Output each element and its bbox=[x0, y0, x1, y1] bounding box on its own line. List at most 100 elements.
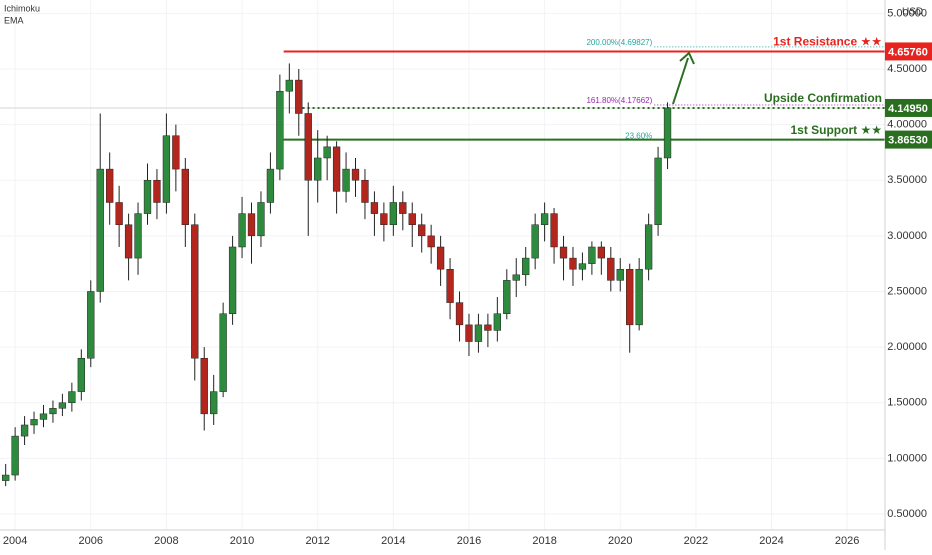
candle-body bbox=[210, 391, 218, 415]
candle bbox=[39, 404, 48, 428]
candle-body bbox=[39, 413, 48, 420]
candle bbox=[257, 191, 265, 247]
level-label: Upside Confirmation bbox=[764, 91, 882, 105]
y-tick-label: 3.50000 bbox=[887, 174, 927, 186]
candle-body bbox=[200, 357, 208, 415]
candle bbox=[644, 213, 653, 281]
candle-body bbox=[569, 257, 577, 270]
candle-body bbox=[465, 324, 473, 342]
candle bbox=[531, 213, 539, 270]
candle bbox=[295, 68, 303, 136]
candle bbox=[559, 235, 568, 281]
candle-body bbox=[257, 202, 265, 237]
candle-body bbox=[408, 213, 416, 225]
candle-body bbox=[663, 107, 672, 159]
candle bbox=[11, 427, 19, 481]
candle-body bbox=[2, 474, 10, 481]
indicator-label: EMA bbox=[4, 15, 24, 25]
candle-body bbox=[616, 268, 624, 281]
candle-body bbox=[134, 213, 142, 259]
candle-body bbox=[493, 313, 501, 331]
x-tick-label: 2014 bbox=[381, 535, 405, 547]
candle-body bbox=[512, 274, 520, 281]
candle bbox=[304, 102, 312, 236]
candle-body bbox=[522, 257, 530, 276]
level-label: 1st Resistance ★★ bbox=[773, 35, 882, 49]
candle bbox=[285, 63, 293, 114]
candle-body bbox=[124, 224, 133, 259]
candle bbox=[455, 291, 464, 342]
candle-body bbox=[153, 179, 161, 203]
candle bbox=[115, 185, 123, 247]
candle bbox=[200, 347, 208, 431]
candle bbox=[247, 202, 256, 264]
arrow-shaft bbox=[672, 57, 689, 105]
candle-body bbox=[351, 168, 360, 181]
candle bbox=[484, 313, 492, 348]
price-tag-label: 3.86530 bbox=[888, 134, 928, 146]
candle bbox=[77, 349, 85, 401]
candle bbox=[418, 213, 426, 253]
level-label: 1st Support ★★ bbox=[790, 123, 882, 137]
candle-body bbox=[304, 113, 312, 181]
candle-body bbox=[455, 302, 464, 326]
candle-body bbox=[578, 263, 587, 270]
candle bbox=[172, 124, 180, 192]
fib-label: 23.60% bbox=[625, 131, 652, 140]
x-tick-label: 2016 bbox=[457, 535, 481, 547]
x-tick-label: 2004 bbox=[3, 535, 27, 547]
candle bbox=[597, 241, 606, 275]
candle-body bbox=[238, 213, 246, 248]
candle-body bbox=[427, 235, 435, 248]
candle-body bbox=[115, 202, 123, 225]
candle-body bbox=[172, 135, 180, 170]
candle bbox=[427, 224, 435, 264]
price-tag bbox=[885, 130, 932, 149]
candle bbox=[588, 241, 596, 275]
candle-body bbox=[332, 146, 341, 192]
candle bbox=[522, 246, 530, 286]
arrow-head bbox=[679, 51, 695, 65]
projection-arrow bbox=[672, 51, 695, 105]
candle-body bbox=[436, 246, 445, 270]
candle-body bbox=[370, 202, 379, 214]
x-tick-label: 2008 bbox=[154, 535, 178, 547]
candle-body bbox=[361, 179, 369, 203]
x-tick-label: 2026 bbox=[835, 535, 859, 547]
candle-body bbox=[106, 168, 114, 203]
candle bbox=[134, 202, 142, 275]
candle bbox=[399, 191, 407, 231]
y-tick-label: 1.00000 bbox=[887, 452, 927, 464]
candle-body bbox=[380, 213, 388, 225]
price-tag bbox=[885, 42, 932, 61]
candle-body bbox=[181, 168, 189, 225]
candle bbox=[162, 113, 171, 214]
candle-body bbox=[389, 202, 397, 225]
candle-body bbox=[228, 246, 237, 314]
candle-body bbox=[559, 246, 568, 259]
candle-body bbox=[247, 213, 256, 237]
candle bbox=[219, 302, 227, 398]
candle-body bbox=[540, 213, 549, 225]
candle-body bbox=[644, 224, 653, 270]
x-tick-label: 2020 bbox=[608, 535, 632, 547]
candle bbox=[569, 246, 577, 286]
candle-body bbox=[550, 213, 558, 248]
y-tick-label: 3.00000 bbox=[887, 230, 927, 242]
y-tick-label: 1.50000 bbox=[887, 397, 927, 409]
candle-body bbox=[20, 424, 29, 437]
candle bbox=[446, 258, 454, 320]
candle-body bbox=[96, 168, 104, 292]
candle bbox=[474, 313, 483, 353]
x-tick-label: 2006 bbox=[79, 535, 103, 547]
price-tag bbox=[885, 98, 932, 117]
candle bbox=[578, 252, 587, 281]
candle-body bbox=[635, 268, 643, 326]
candle-body bbox=[87, 291, 95, 359]
candle bbox=[181, 157, 189, 247]
candle bbox=[20, 416, 29, 446]
candle-body bbox=[162, 135, 171, 203]
candle bbox=[238, 196, 246, 259]
candle-body bbox=[11, 435, 19, 476]
candle bbox=[654, 146, 662, 236]
